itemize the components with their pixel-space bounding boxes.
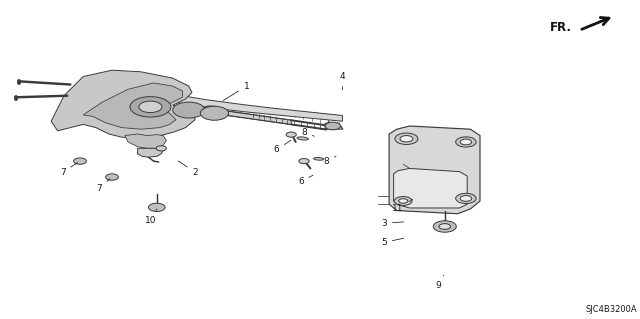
Ellipse shape [314,158,324,160]
Circle shape [200,106,228,120]
Circle shape [394,197,412,205]
Circle shape [460,139,472,145]
Circle shape [173,102,205,118]
Circle shape [286,132,296,137]
Circle shape [130,97,171,117]
Polygon shape [389,126,480,214]
Text: 3: 3 [381,219,404,228]
Circle shape [439,224,451,229]
Text: 2: 2 [179,161,198,177]
Circle shape [325,122,340,130]
Circle shape [74,158,86,164]
Ellipse shape [297,137,308,140]
Polygon shape [173,94,342,121]
Polygon shape [228,111,291,124]
Text: SJC4B3200A: SJC4B3200A [585,305,637,314]
Circle shape [156,146,166,151]
Text: 11: 11 [392,199,412,213]
Polygon shape [125,134,166,148]
Text: 8: 8 [301,128,314,137]
Text: 1: 1 [223,82,249,100]
Circle shape [106,174,118,180]
Polygon shape [83,83,182,129]
Text: 7: 7 [60,163,77,177]
Circle shape [400,136,413,142]
Text: FR.: FR. [550,21,572,33]
Circle shape [456,193,476,204]
Circle shape [399,199,408,203]
Text: 6: 6 [298,175,313,186]
Text: 8: 8 [324,156,336,166]
Polygon shape [325,123,343,129]
Text: 6: 6 [274,140,291,154]
Circle shape [456,137,476,147]
Circle shape [395,133,418,145]
Text: 9: 9 [436,275,444,290]
Text: 7: 7 [97,179,110,193]
Polygon shape [138,148,163,157]
Circle shape [299,159,309,164]
Circle shape [148,203,165,211]
Circle shape [139,101,162,113]
Polygon shape [51,70,195,139]
Circle shape [433,221,456,232]
Polygon shape [394,168,467,208]
Text: 5: 5 [381,238,404,247]
Text: 4: 4 [340,72,345,90]
Circle shape [460,196,472,201]
Polygon shape [202,106,221,113]
Text: 10: 10 [145,209,157,225]
